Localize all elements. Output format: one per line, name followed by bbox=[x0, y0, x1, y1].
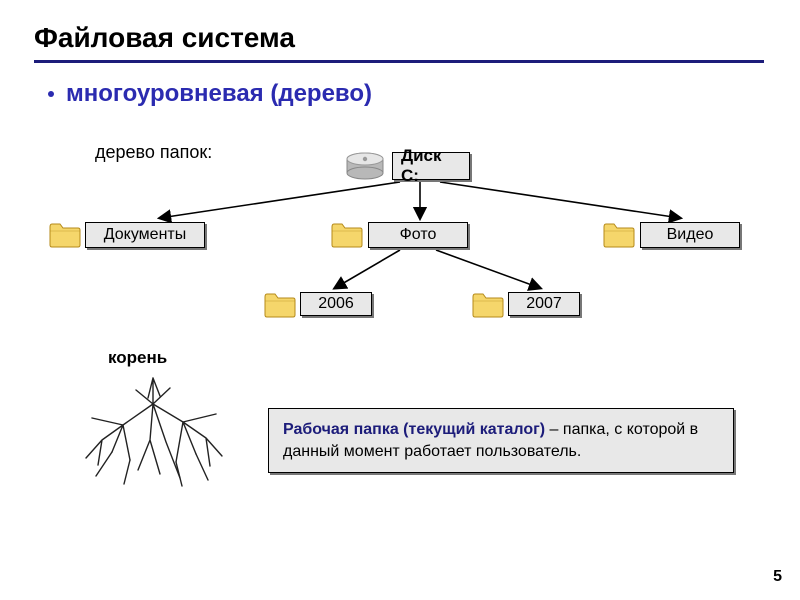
page-number: 5 bbox=[773, 568, 782, 586]
bullet-row: многоуровневая (дерево) bbox=[48, 80, 372, 108]
folder-icon bbox=[48, 220, 82, 248]
bullet-text: многоуровневая (дерево) bbox=[66, 80, 372, 108]
node-photo: Фото bbox=[368, 222, 468, 248]
slide-title: Файловая система bbox=[34, 22, 295, 54]
title-rule bbox=[34, 60, 764, 63]
info-box: Рабочая папка (текущий каталог) – папка,… bbox=[268, 408, 734, 473]
node-2007: 2007 bbox=[508, 292, 580, 316]
node-2006-label: 2006 bbox=[318, 295, 354, 313]
node-video: Видео bbox=[640, 222, 740, 248]
disk-icon bbox=[344, 150, 386, 180]
folder-icon bbox=[471, 290, 505, 318]
node-disk-label: Диск C: bbox=[401, 146, 461, 186]
subcaption: дерево папок: bbox=[95, 142, 212, 163]
node-photo-label: Фото bbox=[400, 226, 437, 244]
info-term: Рабочая папка (текущий каталог) bbox=[283, 421, 545, 438]
node-disk: Диск C: bbox=[392, 152, 470, 180]
node-documents: Документы bbox=[85, 222, 205, 248]
root-label: корень bbox=[108, 348, 167, 368]
folder-icon bbox=[330, 220, 364, 248]
folder-icon bbox=[263, 290, 297, 318]
node-2006: 2006 bbox=[300, 292, 372, 316]
bullet-dot bbox=[48, 91, 54, 97]
node-2007-label: 2007 bbox=[526, 295, 562, 313]
node-video-label: Видео bbox=[667, 226, 714, 244]
node-documents-label: Документы bbox=[104, 226, 186, 244]
root-image bbox=[78, 370, 228, 490]
folder-icon bbox=[602, 220, 636, 248]
